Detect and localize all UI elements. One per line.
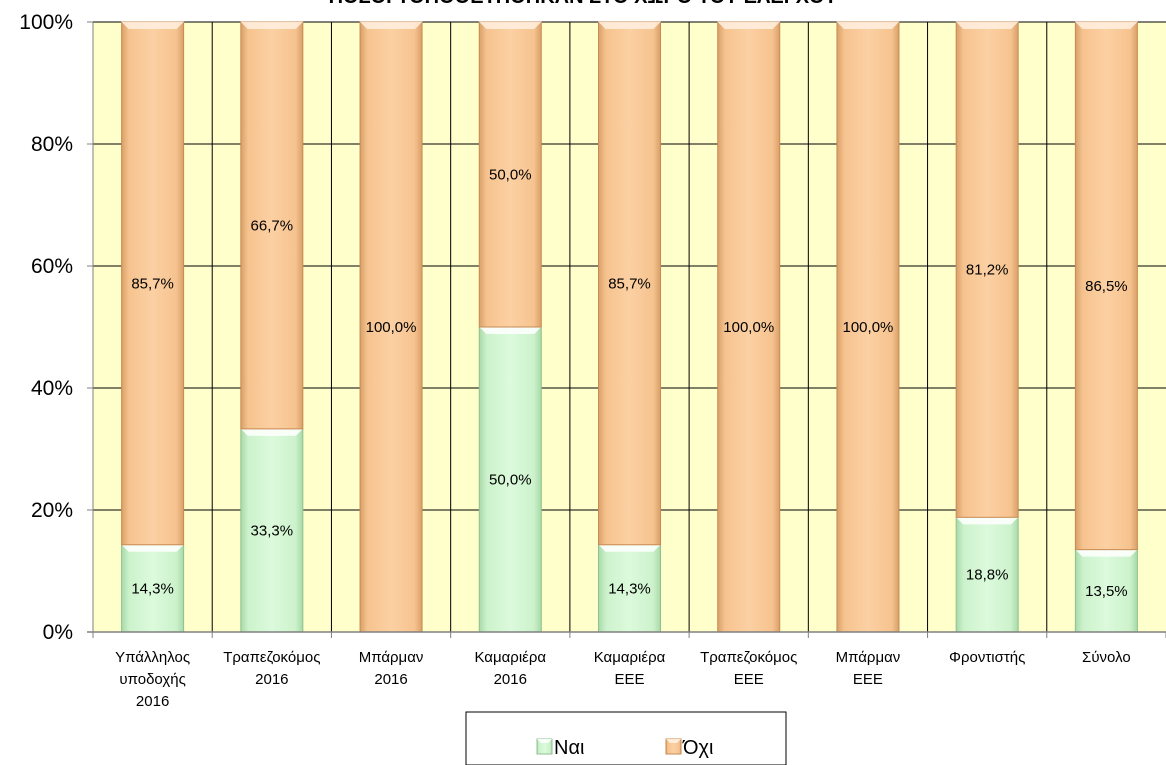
- data-label: 50,0%: [489, 472, 532, 489]
- y-tick-label: 100%: [19, 11, 73, 34]
- bar-bevel: [956, 517, 1019, 525]
- bar-nai: [478, 326, 542, 633]
- bar-bevel: [1075, 549, 1138, 557]
- bar-ochi: [1074, 21, 1138, 551]
- legend-label: Όχι: [682, 737, 713, 759]
- bar-nai: [598, 544, 661, 633]
- legend-label: Ναι: [554, 737, 584, 759]
- x-tick-label: ΕΕΕ: [734, 671, 764, 688]
- x-tick-label: Καμαριέρα: [594, 649, 666, 666]
- legend-swatch-bevel: [666, 739, 681, 743]
- y-tick-label: 60%: [31, 255, 73, 278]
- bar-bevel: [121, 22, 184, 29]
- bar-nai: [240, 428, 304, 633]
- data-label: 85,7%: [131, 275, 174, 292]
- y-tick-label: 20%: [31, 499, 73, 522]
- data-label: 18,8%: [966, 567, 1009, 584]
- bar-bevel: [956, 22, 1019, 29]
- data-label: 66,7%: [251, 217, 294, 234]
- x-tick-label: Τραπεζοκόμος: [223, 649, 320, 666]
- data-label: 14,3%: [131, 580, 174, 597]
- legend-box: [465, 711, 787, 765]
- x-tick-label: Σύνολο: [1082, 649, 1131, 666]
- bar-ochi: [598, 21, 661, 546]
- data-label: 100,0%: [723, 319, 774, 336]
- data-label: 33,3%: [251, 522, 294, 539]
- bar-bevel: [717, 22, 780, 29]
- x-tick-label: υποδοχής: [119, 671, 185, 688]
- bar-bevel: [598, 22, 661, 29]
- chart-title: ΠΟΣΟΙ ΤΟΠΟΘΕΤΗΘΗΚΑΝ ΣΤΟ ΧΩΡΟ ΤΟΥ ΕΛΕΓΧΟΥ: [0, 0, 1166, 9]
- legend-swatch-bevel: [537, 739, 552, 743]
- bar-ochi: [121, 21, 185, 546]
- data-label: 50,0%: [489, 167, 532, 184]
- x-tick-label: Καμαριέρα: [474, 649, 546, 666]
- x-tick-label: 2016: [136, 693, 169, 710]
- x-tick-label: Μπάρμαν: [359, 649, 424, 666]
- bar-ochi: [836, 21, 900, 633]
- legend: Ναι Όχι: [465, 711, 787, 765]
- bar-nai: [121, 544, 185, 633]
- y-tick-label: 0%: [43, 621, 73, 644]
- bar-bevel: [360, 22, 423, 29]
- bar-bevel: [240, 22, 303, 29]
- bar-bevel: [121, 544, 184, 552]
- x-tick-label: ΕΕΕ: [614, 671, 644, 688]
- bar-nai: [955, 516, 1019, 633]
- y-tick-label: 40%: [31, 377, 73, 400]
- bar-ochi: [240, 21, 304, 430]
- bar-bevel: [240, 428, 303, 436]
- data-label: 100,0%: [843, 319, 894, 336]
- data-label: 13,5%: [1085, 583, 1128, 600]
- bar-ochi: [717, 21, 781, 633]
- bar-bevel: [479, 327, 542, 334]
- x-tick-label: 2016: [374, 671, 407, 688]
- bar-bevel: [598, 544, 661, 552]
- bar-bevel: [479, 22, 542, 29]
- x-tick-label: Μπάρμαν: [836, 649, 901, 666]
- x-tick-label: ΕΕΕ: [853, 671, 883, 688]
- data-label: 86,5%: [1085, 278, 1128, 295]
- data-label: 85,7%: [608, 275, 651, 292]
- data-label: 81,2%: [966, 262, 1009, 279]
- x-tick-label: Τραπεζοκόμος: [700, 649, 797, 666]
- data-label: 100,0%: [366, 319, 417, 336]
- x-tick-label: 2016: [494, 671, 527, 688]
- bar-ochi: [955, 21, 1019, 518]
- x-tick-label: Φροντιστής: [949, 649, 1025, 666]
- data-label: 14,3%: [608, 580, 651, 597]
- bar-bevel: [836, 22, 899, 29]
- x-tick-label: 2016: [255, 671, 288, 688]
- y-tick-label: 80%: [31, 133, 73, 156]
- bar-ochi: [478, 21, 542, 328]
- x-tick-label: Υπάλληλος: [115, 649, 190, 666]
- bar-bevel: [1075, 22, 1138, 29]
